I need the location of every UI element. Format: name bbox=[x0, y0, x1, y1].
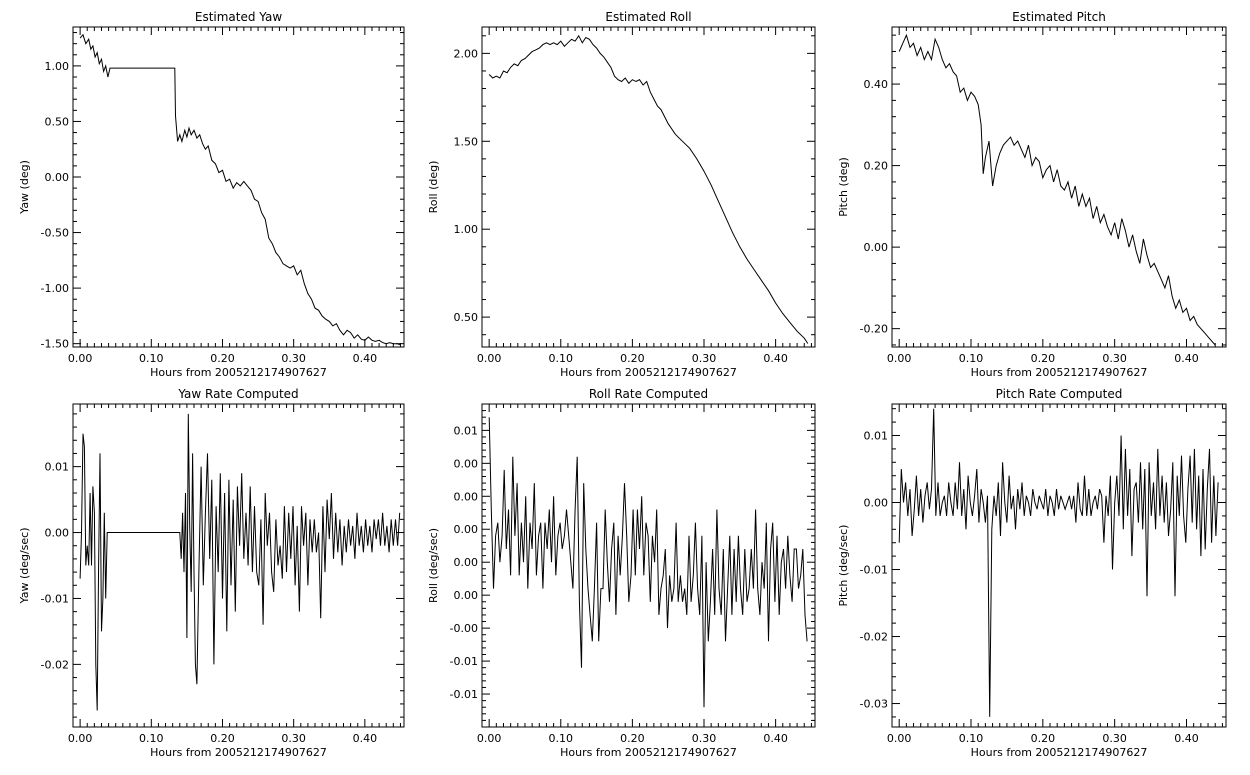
x-tick-label: 0.10 bbox=[959, 352, 984, 365]
y-tick-label: -0.01 bbox=[450, 688, 478, 701]
chart-panel: Yaw Rate Computed Hours from 200521217490… bbox=[18, 387, 405, 759]
y-axis-label: Roll (deg) bbox=[427, 161, 440, 214]
x-tick-label: 0.00 bbox=[68, 732, 93, 745]
data-series-line bbox=[79, 33, 401, 346]
y-axis-label: Roll (deg/sec) bbox=[427, 528, 440, 603]
x-tick-label: 0.40 bbox=[1174, 732, 1199, 745]
x-tick-label: 0.30 bbox=[281, 732, 306, 745]
plot-frame bbox=[72, 403, 405, 728]
chart-panel: Roll Rate Computed Hours from 20052121749… bbox=[427, 387, 816, 759]
chart-panel: Estimated Pitch Hours from 20052121749076… bbox=[837, 10, 1227, 379]
y-tick-label: 1.50 bbox=[454, 135, 479, 148]
x-tick-label: 0.40 bbox=[353, 732, 378, 745]
data-series-line bbox=[898, 33, 1216, 346]
chart-title: Estimated Roll bbox=[605, 10, 691, 24]
data-series-line bbox=[488, 34, 809, 344]
data-series-line bbox=[488, 417, 808, 708]
y-tick-label: 0.00 bbox=[454, 589, 479, 602]
x-tick-label: 0.10 bbox=[139, 732, 164, 745]
y-tick-label: 0.00 bbox=[864, 241, 889, 254]
y-tick-label: -0.20 bbox=[860, 323, 888, 336]
y-tick-label: -0.01 bbox=[41, 592, 69, 605]
x-tick-label: 0.30 bbox=[281, 352, 306, 365]
x-tick-label: 0.20 bbox=[620, 352, 645, 365]
x-tick-label: 0.10 bbox=[959, 732, 984, 745]
chart-title: Roll Rate Computed bbox=[589, 387, 708, 401]
y-tick-label: -1.50 bbox=[41, 338, 69, 351]
y-tick-label: 0.00 bbox=[454, 457, 479, 470]
plot-frame bbox=[481, 403, 816, 728]
x-tick-label: 0.00 bbox=[887, 352, 912, 365]
y-tick-label: -0.01 bbox=[860, 564, 888, 577]
y-tick-label: -0.02 bbox=[41, 658, 69, 671]
x-tick-label: 0.40 bbox=[763, 732, 788, 745]
plot-frame bbox=[891, 26, 1227, 348]
x-tick-label: 0.20 bbox=[1031, 732, 1056, 745]
y-tick-label: 1.00 bbox=[45, 60, 70, 73]
x-tick-label: 0.30 bbox=[1102, 732, 1127, 745]
x-axis-label: Hours from 2005212174907627 bbox=[560, 746, 737, 759]
x-tick-label: 0.20 bbox=[210, 732, 235, 745]
y-tick-label: 0.00 bbox=[454, 490, 479, 503]
y-tick-label: -1.00 bbox=[41, 282, 69, 295]
y-tick-label: 0.01 bbox=[454, 424, 479, 437]
x-tick-label: 0.20 bbox=[210, 352, 235, 365]
y-tick-label: 2.00 bbox=[454, 47, 479, 60]
plot-frame bbox=[72, 26, 405, 348]
data-series-line bbox=[898, 408, 1219, 717]
x-axis-label: Hours from 2005212174907627 bbox=[150, 746, 327, 759]
chart-title: Estimated Yaw bbox=[195, 10, 282, 24]
chart-panel: Estimated Yaw Hours from 2005212174907627… bbox=[18, 10, 405, 379]
chart-panel: Estimated Roll Hours from 200521217490762… bbox=[427, 10, 816, 379]
y-tick-label: -0.00 bbox=[450, 622, 478, 635]
x-axis-label: Hours from 2005212174907627 bbox=[971, 746, 1148, 759]
y-tick-label: 0.50 bbox=[454, 311, 479, 324]
plot-frame bbox=[891, 403, 1227, 728]
y-tick-label: 0.00 bbox=[864, 497, 889, 510]
x-tick-label: 0.00 bbox=[477, 352, 502, 365]
y-tick-label: 0.50 bbox=[45, 115, 70, 128]
x-tick-label: 0.40 bbox=[763, 352, 788, 365]
x-axis-label: Hours from 2005212174907627 bbox=[971, 366, 1148, 379]
x-tick-label: 0.10 bbox=[549, 352, 574, 365]
x-axis-label: Hours from 2005212174907627 bbox=[150, 366, 327, 379]
x-tick-label: 0.20 bbox=[620, 732, 645, 745]
chart-panel: Pitch Rate Computed Hours from 2005212174… bbox=[837, 387, 1227, 759]
y-tick-label: -0.50 bbox=[41, 227, 69, 240]
y-tick-label: 0.00 bbox=[45, 527, 70, 540]
y-tick-label: 1.00 bbox=[454, 223, 479, 236]
x-tick-label: 0.20 bbox=[1031, 352, 1056, 365]
data-series-line bbox=[79, 413, 401, 711]
y-tick-label: -0.02 bbox=[860, 631, 888, 644]
y-tick-label: -0.01 bbox=[450, 655, 478, 668]
chart-title: Yaw Rate Computed bbox=[177, 387, 298, 401]
y-axis-label: Yaw (deg) bbox=[18, 160, 31, 215]
x-tick-label: 0.10 bbox=[549, 732, 574, 745]
x-tick-label: 0.00 bbox=[477, 732, 502, 745]
y-tick-label: 0.00 bbox=[454, 556, 479, 569]
chart-title: Pitch Rate Computed bbox=[996, 387, 1123, 401]
x-tick-label: 0.30 bbox=[1102, 352, 1127, 365]
y-tick-label: 0.00 bbox=[454, 523, 479, 536]
x-tick-label: 0.40 bbox=[1174, 352, 1199, 365]
y-axis-label: Pitch (deg/sec) bbox=[837, 525, 850, 607]
y-tick-label: -0.03 bbox=[860, 698, 888, 711]
x-tick-label: 0.40 bbox=[353, 352, 378, 365]
x-axis-label: Hours from 2005212174907627 bbox=[560, 366, 737, 379]
x-tick-label: 0.30 bbox=[692, 352, 717, 365]
x-tick-label: 0.30 bbox=[692, 732, 717, 745]
y-axis-label: Yaw (deg/sec) bbox=[18, 527, 31, 604]
y-tick-label: 0.01 bbox=[45, 461, 70, 474]
x-tick-label: 0.00 bbox=[887, 732, 912, 745]
plot-frame bbox=[481, 26, 816, 348]
y-tick-label: 0.00 bbox=[45, 171, 70, 184]
y-tick-label: 0.40 bbox=[864, 78, 889, 91]
y-axis-label: Pitch (deg) bbox=[837, 157, 850, 217]
y-tick-label: 0.20 bbox=[864, 160, 889, 173]
x-tick-label: 0.10 bbox=[139, 352, 164, 365]
x-tick-label: 0.00 bbox=[68, 352, 93, 365]
y-tick-label: 0.01 bbox=[864, 429, 889, 442]
chart-title: Estimated Pitch bbox=[1012, 10, 1106, 24]
